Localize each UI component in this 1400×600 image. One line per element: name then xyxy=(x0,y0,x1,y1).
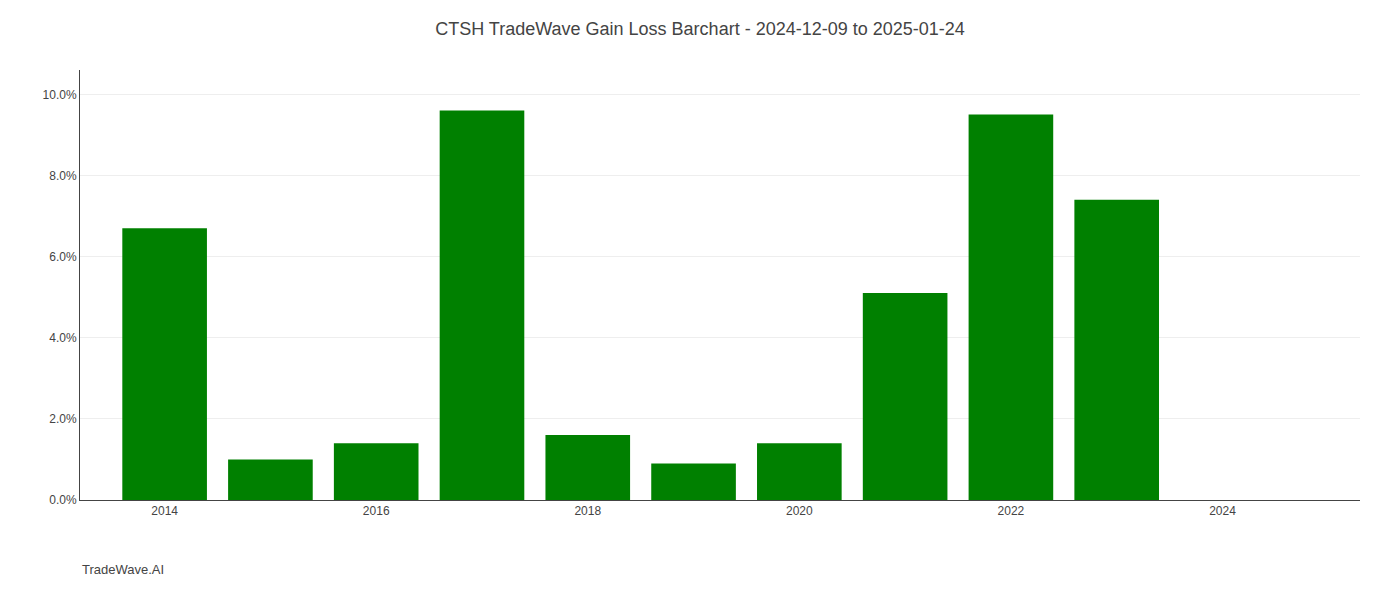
svg-text:2.0%: 2.0% xyxy=(49,412,77,426)
svg-text:CTSH TradeWave Gain Loss Barch: CTSH TradeWave Gain Loss Barchart - 2024… xyxy=(435,19,965,39)
svg-text:2020: 2020 xyxy=(786,504,813,518)
svg-text:2024: 2024 xyxy=(1209,504,1236,518)
svg-text:4.0%: 4.0% xyxy=(49,331,77,345)
svg-text:8.0%: 8.0% xyxy=(49,169,77,183)
svg-text:2022: 2022 xyxy=(998,504,1025,518)
svg-text:10.0%: 10.0% xyxy=(43,88,77,102)
svg-text:2014: 2014 xyxy=(151,504,178,518)
svg-text:TradeWave.AI: TradeWave.AI xyxy=(82,562,164,577)
svg-text:0.0%: 0.0% xyxy=(49,493,77,507)
svg-text:6.0%: 6.0% xyxy=(49,250,77,264)
svg-text:2018: 2018 xyxy=(574,504,601,518)
svg-text:2016: 2016 xyxy=(363,504,390,518)
